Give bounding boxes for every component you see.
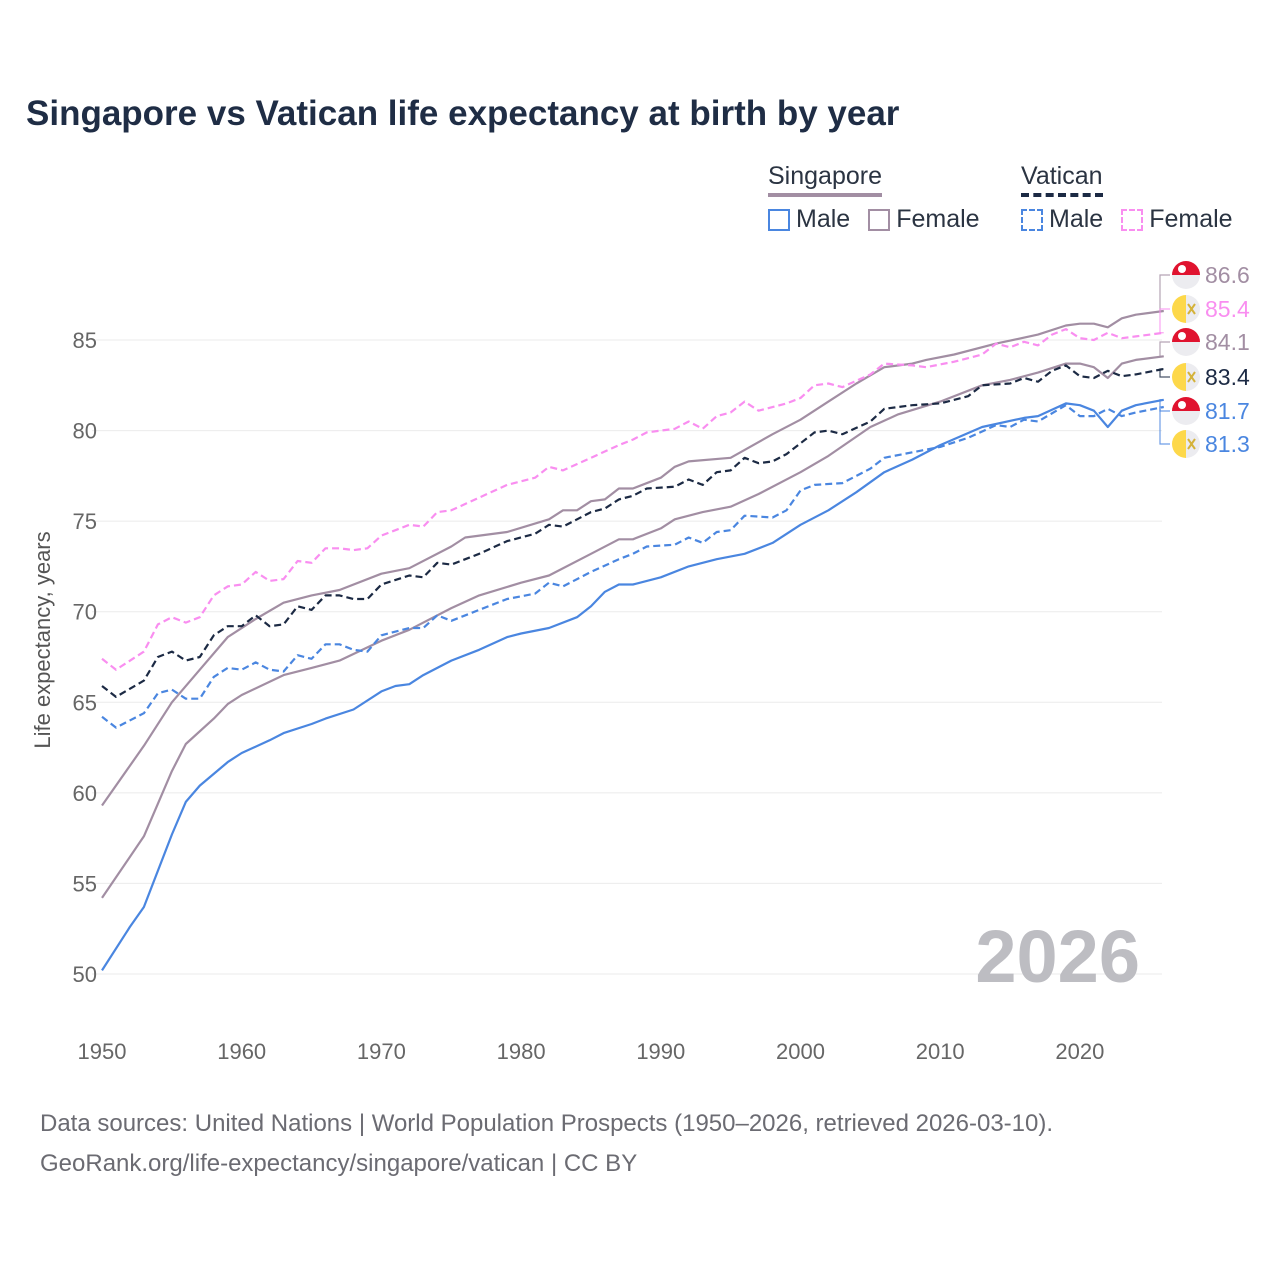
y-tick-label: 80 xyxy=(73,419,97,444)
legend-swatch xyxy=(868,208,891,231)
flag-icon-vatican xyxy=(1172,430,1200,458)
end-value-label: 81.7 xyxy=(1205,398,1250,424)
y-tick-label: 85 xyxy=(73,328,97,353)
flag-crescent xyxy=(1178,332,1186,340)
flag-yellow-half xyxy=(1172,430,1186,458)
legend-title-vatican: Vatican xyxy=(1021,162,1103,197)
flag-icon-vatican xyxy=(1172,295,1200,323)
x-tick-label: 1970 xyxy=(357,1039,406,1064)
legend-label: Female xyxy=(1149,205,1233,233)
flag-crescent xyxy=(1178,401,1186,409)
series-line-singapore-male xyxy=(101,398,1164,971)
legend-title-singapore: Singapore xyxy=(768,162,882,197)
end-value-label: 86.6 xyxy=(1205,262,1250,288)
y-axis-label: Life expectancy, years xyxy=(30,531,55,748)
flag-keys xyxy=(1187,438,1196,450)
legend-item-vatican-female[interactable]: Female xyxy=(1121,205,1233,234)
flag-white-half xyxy=(1172,275,1200,289)
x-tick-label: 2020 xyxy=(1055,1039,1104,1064)
flag-icon-singapore xyxy=(1172,261,1200,289)
flag-icon-vatican xyxy=(1172,363,1200,391)
flag-red-half xyxy=(1172,328,1200,342)
legend-swatch xyxy=(1121,208,1144,231)
flag-white-half xyxy=(1186,363,1200,391)
series-line-vatican-female xyxy=(101,328,1164,671)
x-tick-label: 1980 xyxy=(497,1039,546,1064)
flag-red-half xyxy=(1172,397,1200,411)
flag-yellow-half xyxy=(1172,295,1186,323)
flag-white-half xyxy=(1186,430,1200,458)
flag-keys xyxy=(1187,371,1196,383)
flag-white-half xyxy=(1172,411,1200,425)
x-tick-label: 1950 xyxy=(78,1039,127,1064)
flag-yellow-half xyxy=(1172,363,1186,391)
legend-item-vatican-male[interactable]: Male xyxy=(1021,205,1103,234)
x-tick-label: 2000 xyxy=(776,1039,825,1064)
flag-red-half xyxy=(1172,261,1200,275)
series-line-vatican-male xyxy=(101,404,1164,729)
y-tick-label: 70 xyxy=(73,600,97,625)
flag-keys xyxy=(1187,303,1196,315)
flag-white-half xyxy=(1186,295,1200,323)
label-connector xyxy=(1159,274,1170,312)
legend-item-singapore-male[interactable]: Male xyxy=(768,205,850,234)
year-watermark: 2026 xyxy=(975,915,1140,998)
legend-swatch xyxy=(768,208,790,231)
flag-white-half xyxy=(1172,342,1200,356)
end-value-label: 81.3 xyxy=(1205,431,1250,457)
end-value-label: 85.4 xyxy=(1205,296,1250,322)
y-tick-label: 55 xyxy=(73,871,97,896)
legend-item-singapore-female[interactable]: Female xyxy=(868,205,980,234)
flag-icon-singapore xyxy=(1172,328,1200,356)
legend-label: Male xyxy=(1049,205,1104,233)
y-tick-label: 65 xyxy=(73,690,97,715)
chart-title: Singapore vs Vatican life expectancy at … xyxy=(26,94,900,133)
label-connector xyxy=(1159,399,1170,412)
label-connector xyxy=(1159,308,1170,334)
series-line-singapore-total xyxy=(101,355,1164,899)
x-tick-label: 2010 xyxy=(916,1039,965,1064)
end-value-label: 84.1 xyxy=(1205,329,1250,355)
label-connector xyxy=(1159,341,1170,357)
label-connector xyxy=(1159,406,1170,445)
y-tick-label: 50 xyxy=(73,962,97,987)
x-tick-label: 1990 xyxy=(636,1039,685,1064)
end-value-label: 83.4 xyxy=(1205,364,1250,390)
footer-link[interactable]: GeoRank.org/life-expectancy/singapore/va… xyxy=(40,1150,638,1177)
y-tick-label: 75 xyxy=(73,509,97,534)
flag-crescent xyxy=(1178,265,1186,273)
legend-label: Female xyxy=(896,205,980,233)
legend-singapore: Singapore Male Female xyxy=(768,162,980,234)
label-connector xyxy=(1159,368,1170,378)
x-tick-label: 1960 xyxy=(217,1039,266,1064)
footer-sources: Data sources: United Nations | World Pop… xyxy=(40,1110,1054,1137)
legend-label: Male xyxy=(796,205,851,233)
legend-swatch xyxy=(1021,208,1043,231)
series-line-vatican-total xyxy=(101,364,1164,698)
footer: Data sources: United Nations | World Pop… xyxy=(40,1104,1053,1184)
legend-vatican: Vatican Male Female xyxy=(1021,162,1233,234)
series-line-singapore-female xyxy=(101,309,1164,807)
y-tick-label: 60 xyxy=(73,781,97,806)
flag-icon-singapore xyxy=(1172,397,1200,425)
